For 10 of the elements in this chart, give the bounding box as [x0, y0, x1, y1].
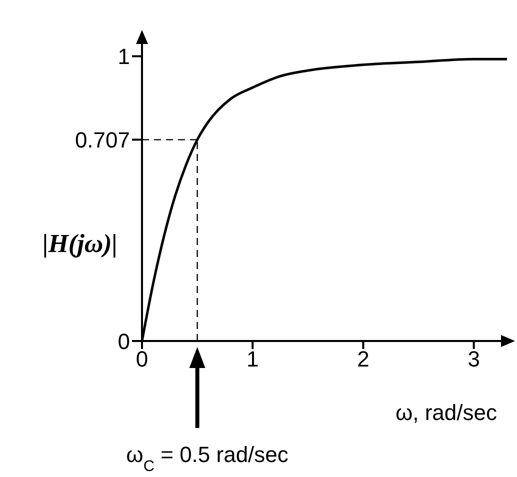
y-tick-label: 0.707	[74, 127, 130, 152]
x-tick-label: 3	[468, 346, 480, 372]
text: ω$_{C}$ = 0.5 rad/sec	[126, 442, 288, 474]
x-tick-label: 0	[136, 346, 148, 372]
x-tick-label: 1	[246, 346, 259, 372]
x-axis-title: ω, rad/sec	[395, 400, 497, 425]
y-tick-label: 1	[118, 44, 130, 70]
x-tick-label: 2	[357, 346, 370, 372]
y-axis-title: |H(jω)|	[42, 229, 118, 258]
y-tick-label: 0	[118, 328, 130, 354]
